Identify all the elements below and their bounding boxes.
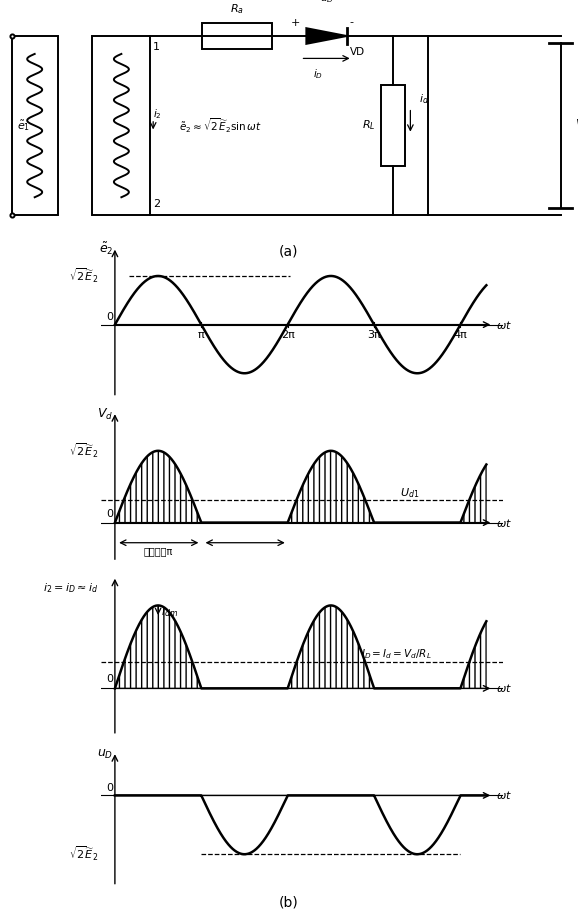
Text: 0: 0 — [106, 674, 113, 684]
Text: $\tilde{e}_2$: $\tilde{e}_2$ — [99, 241, 113, 258]
Text: $R_L$: $R_L$ — [362, 119, 376, 133]
Text: $i_d$: $i_d$ — [419, 91, 429, 106]
Text: (b): (b) — [279, 896, 299, 909]
Text: π: π — [198, 331, 205, 340]
Text: 1: 1 — [153, 42, 160, 52]
Polygon shape — [306, 28, 347, 44]
Text: $\sqrt{2}\widetilde{E}_2$: $\sqrt{2}\widetilde{E}_2$ — [69, 845, 98, 864]
Text: $\omega t$: $\omega t$ — [496, 683, 512, 695]
Text: 0: 0 — [106, 509, 113, 519]
Text: +: + — [291, 17, 301, 27]
Text: (a): (a) — [279, 244, 299, 259]
Text: $V_d$: $V_d$ — [97, 408, 113, 422]
Text: 0: 0 — [106, 783, 113, 793]
Text: $\omega t$: $\omega t$ — [496, 516, 512, 528]
Text: -: - — [350, 17, 354, 27]
Text: $u_D$: $u_D$ — [320, 0, 334, 5]
Text: VD: VD — [350, 48, 365, 58]
Text: 导电角为π: 导电角为π — [143, 547, 173, 557]
Text: 4π: 4π — [454, 331, 468, 340]
Bar — [381, 85, 405, 166]
Text: $V_d$: $V_d$ — [575, 118, 578, 133]
Bar — [202, 23, 272, 49]
Text: $\tilde{e}_1$: $\tilde{e}_1$ — [17, 118, 31, 133]
Text: $i_2=i_D\approx i_d$: $i_2=i_D\approx i_d$ — [43, 580, 98, 595]
Text: $i_D$: $i_D$ — [313, 68, 324, 81]
Bar — [12, 36, 58, 215]
Text: $\sqrt{2}\widetilde{E}_2$: $\sqrt{2}\widetilde{E}_2$ — [69, 441, 98, 460]
Text: $\omega t$: $\omega t$ — [496, 319, 512, 331]
Text: $R_a$: $R_a$ — [230, 2, 244, 16]
Text: 3π: 3π — [367, 331, 381, 340]
Text: 0: 0 — [106, 313, 113, 323]
Text: $U_{d1}$: $U_{d1}$ — [400, 486, 419, 500]
Text: 2π: 2π — [281, 331, 295, 340]
Text: $\tilde{e}_2\approx\sqrt{2}\widetilde{E}_2\sin\omega t$: $\tilde{e}_2\approx\sqrt{2}\widetilde{E}… — [179, 116, 262, 134]
Text: 2: 2 — [153, 199, 160, 209]
Text: $I_D=I_d=V_d/R_L$: $I_D=I_d=V_d/R_L$ — [361, 647, 432, 661]
Text: $u_D$: $u_D$ — [97, 748, 113, 760]
Bar — [92, 36, 150, 215]
Text: $\omega t$: $\omega t$ — [496, 790, 512, 802]
Text: $i_2$: $i_2$ — [153, 108, 162, 122]
Text: $\sqrt{2}\widetilde{E}_2$: $\sqrt{2}\widetilde{E}_2$ — [69, 267, 98, 285]
Text: $I_{dm}$: $I_{dm}$ — [161, 605, 178, 619]
